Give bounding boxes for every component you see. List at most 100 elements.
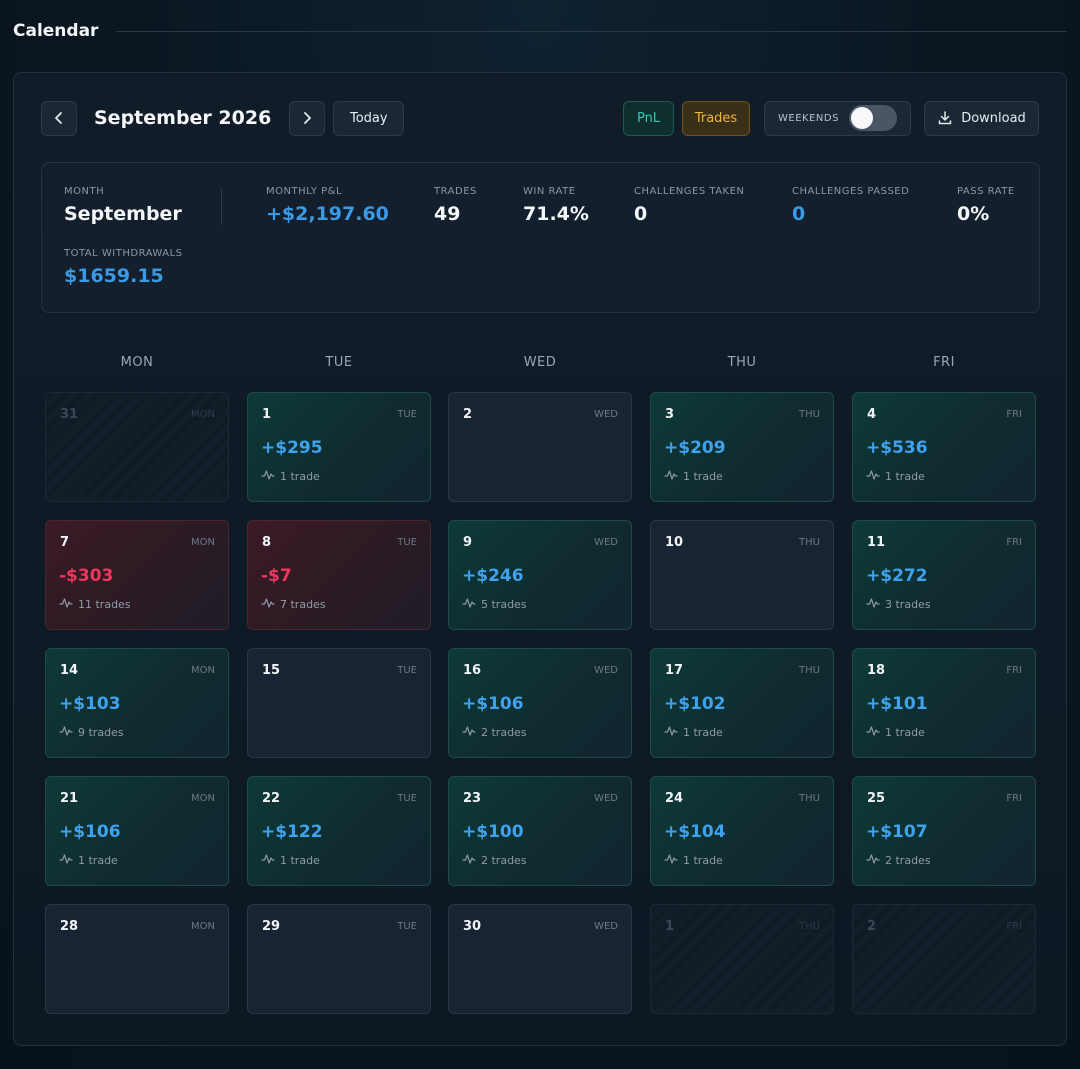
stat-month-value: September xyxy=(64,203,182,225)
calendar-day-cell[interactable]: 2 FRI xyxy=(852,904,1036,1014)
day-of-week-label: MON xyxy=(191,409,215,420)
next-month-button[interactable] xyxy=(289,100,326,136)
day-of-week-label: THU xyxy=(799,665,820,676)
today-button[interactable]: Today xyxy=(333,100,405,136)
stat-withdrawals-label: TOTAL WITHDRAWALS xyxy=(64,248,183,259)
activity-icon xyxy=(866,725,880,740)
day-pnl: -$303 xyxy=(59,566,114,586)
calendar-day-cell[interactable]: 10 THU xyxy=(650,520,834,630)
day-pnl: +$122 xyxy=(261,822,323,842)
day-number: 10 xyxy=(665,535,684,550)
day-number: 9 xyxy=(463,535,473,550)
trade-count: 1 trade xyxy=(885,726,925,739)
day-pnl: +$209 xyxy=(664,438,726,458)
calendar-day-cell[interactable]: 25 FRI +$107 2 trades xyxy=(852,776,1036,886)
download-button[interactable]: Download xyxy=(924,100,1039,136)
calendar-day-cell[interactable]: 30 WED xyxy=(448,904,632,1014)
day-pnl: +$102 xyxy=(664,694,726,714)
day-pnl: +$246 xyxy=(462,566,524,586)
day-pnl: +$107 xyxy=(866,822,928,842)
stat-pass-rate: PASS RATE 0% xyxy=(957,186,1015,225)
stat-challenges-taken-value: 0 xyxy=(634,203,648,225)
calendar-day-cell[interactable]: 21 MON +$106 1 trade xyxy=(45,776,229,886)
calendar-day-cell[interactable]: 17 THU +$102 1 trade xyxy=(650,648,834,758)
stat-challenges-passed-value: 0 xyxy=(792,203,806,225)
day-trades: 11 trades xyxy=(59,597,131,612)
calendar-day-cell[interactable]: 8 TUE -$7 7 trades xyxy=(247,520,431,630)
day-pnl: +$104 xyxy=(664,822,726,842)
day-number: 28 xyxy=(60,919,79,934)
calendar-day-cell[interactable]: 7 MON -$303 11 trades xyxy=(45,520,229,630)
day-of-week-label: MON xyxy=(191,665,215,676)
day-of-week-label: TUE xyxy=(397,921,417,932)
day-number: 21 xyxy=(60,791,79,806)
calendar-day-cell[interactable]: 4 FRI +$536 1 trade xyxy=(852,392,1036,502)
day-number: 31 xyxy=(60,407,79,422)
calendar-day-cell[interactable]: 1 THU xyxy=(650,904,834,1014)
day-trades: 1 trade xyxy=(664,469,723,484)
day-trades: 1 trade xyxy=(261,469,320,484)
stat-trades-value: 49 xyxy=(434,203,461,225)
day-number: 3 xyxy=(665,407,675,422)
pnl-view-button[interactable]: PnL xyxy=(623,100,674,136)
activity-icon xyxy=(866,853,880,868)
stat-trades-label: TRADES xyxy=(434,186,477,197)
calendar-day-cell[interactable]: 15 TUE xyxy=(247,648,431,758)
day-number: 8 xyxy=(262,535,272,550)
calendar-day-cell[interactable]: 29 TUE xyxy=(247,904,431,1014)
stat-challenges-passed-label: CHALLENGES PASSED xyxy=(792,186,910,197)
activity-icon xyxy=(462,725,476,740)
calendar-day-cell[interactable]: 23 WED +$100 2 trades xyxy=(448,776,632,886)
calendar-day-cell[interactable]: 18 FRI +$101 1 trade xyxy=(852,648,1036,758)
monthly-stats-card: MONTH September MONTHLY P&L +$2,197.60 T… xyxy=(41,162,1040,313)
stat-month-label: MONTH xyxy=(64,186,105,197)
day-number: 2 xyxy=(867,919,877,934)
day-of-week-label: TUE xyxy=(397,665,417,676)
day-number: 2 xyxy=(463,407,473,422)
calendar-day-cell[interactable]: 28 MON xyxy=(45,904,229,1014)
page-header: Calendar xyxy=(13,18,1067,44)
day-trades: 1 trade xyxy=(261,853,320,868)
calendar-day-cell[interactable]: 1 TUE +$295 1 trade xyxy=(247,392,431,502)
day-number: 22 xyxy=(262,791,281,806)
day-pnl: +$100 xyxy=(462,822,524,842)
day-number: 14 xyxy=(60,663,79,678)
trade-count: 2 trades xyxy=(885,854,931,867)
prev-month-button[interactable] xyxy=(41,100,77,136)
stat-winrate-label: WIN RATE xyxy=(523,186,576,197)
calendar-panel: September 2026 Today PnL Trades WEEKENDS… xyxy=(13,72,1067,1046)
calendar-day-cell[interactable]: 16 WED +$106 2 trades xyxy=(448,648,632,758)
calendar-day-cell[interactable]: 24 THU +$104 1 trade xyxy=(650,776,834,886)
activity-icon xyxy=(261,469,275,484)
trades-view-button[interactable]: Trades xyxy=(682,100,750,136)
day-of-week-label: FRI xyxy=(1006,409,1022,420)
calendar-day-cell[interactable]: 3 THU +$209 1 trade xyxy=(650,392,834,502)
trade-count: 2 trades xyxy=(481,854,527,867)
trade-count: 7 trades xyxy=(280,598,326,611)
day-of-week-label: WED xyxy=(594,537,618,548)
chevron-left-icon xyxy=(55,112,62,124)
day-number: 16 xyxy=(463,663,482,678)
calendar-day-cell[interactable]: 9 WED +$246 5 trades xyxy=(448,520,632,630)
day-of-week-label: THU xyxy=(799,921,820,932)
stat-challenges-taken-label: CHALLENGES TAKEN xyxy=(634,186,745,197)
trade-count: 1 trade xyxy=(280,470,320,483)
calendar-day-cell[interactable]: 22 TUE +$122 1 trade xyxy=(247,776,431,886)
day-number: 1 xyxy=(262,407,272,422)
day-trades: 2 trades xyxy=(866,853,931,868)
calendar-day-cell[interactable]: 31 MON xyxy=(45,392,229,502)
day-pnl: +$272 xyxy=(866,566,928,586)
weekday-header: WED xyxy=(523,355,557,370)
calendar-day-cell[interactable]: 11 FRI +$272 3 trades xyxy=(852,520,1036,630)
stat-challenges-passed: CHALLENGES PASSED 0 xyxy=(792,186,909,225)
day-pnl: +$103 xyxy=(59,694,121,714)
weekends-toggle[interactable] xyxy=(848,105,897,131)
toggle-knob xyxy=(850,107,873,129)
download-icon xyxy=(938,111,952,125)
calendar-day-cell[interactable]: 14 MON +$103 9 trades xyxy=(45,648,229,758)
stat-winrate-value: 71.4% xyxy=(523,203,589,225)
day-pnl: +$106 xyxy=(59,822,121,842)
stat-pass-rate-label: PASS RATE xyxy=(957,186,1015,197)
calendar-day-cell[interactable]: 2 WED xyxy=(448,392,632,502)
day-trades: 7 trades xyxy=(261,597,326,612)
